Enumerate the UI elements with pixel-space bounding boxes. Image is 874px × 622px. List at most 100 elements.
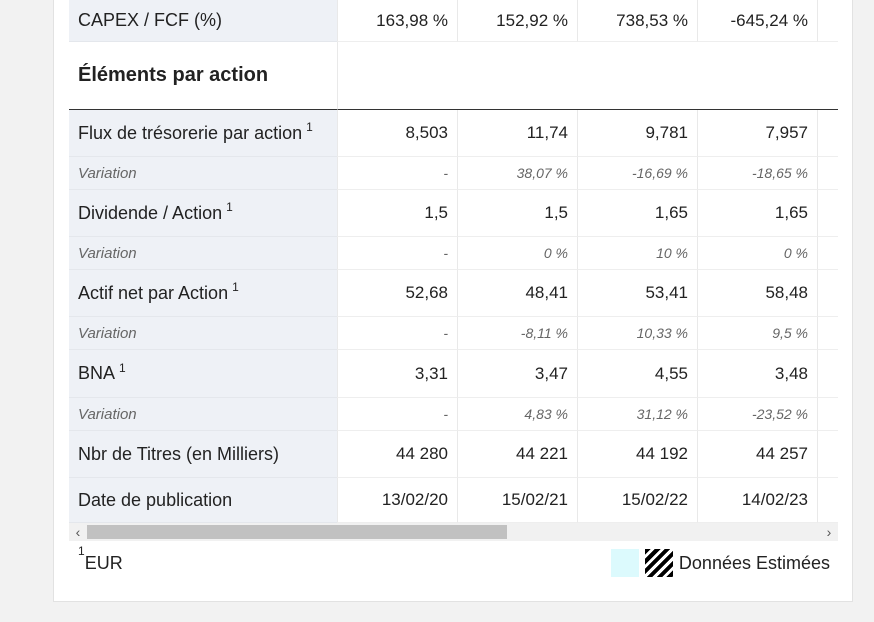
table-cell <box>817 317 838 350</box>
table-cell: 163,98 % <box>337 0 457 42</box>
table-cell: 38,07 % <box>457 157 577 190</box>
table-cell <box>817 270 838 317</box>
section-title: Éléments par action <box>69 42 337 110</box>
table-row: Flux de trésorerie par action 1 8,503 11,… <box>69 110 838 157</box>
table-cell: 0 % <box>697 237 817 270</box>
table-cell: -23,52 % <box>697 398 817 431</box>
table-cell: 15/02/21 <box>457 478 577 523</box>
estimated-data-legend: Données Estimées <box>610 549 830 577</box>
table-cell: 7,957 <box>697 110 817 157</box>
table-row: BNA 1 3,31 3,47 4,55 3,48 <box>69 350 838 398</box>
table-cell: 3,48 <box>697 350 817 398</box>
footnote-marker: 1 <box>226 200 233 214</box>
variation-row: Variation - 38,07 % -16,69 % -18,65 % <box>69 157 838 190</box>
table-cell: -645,24 % <box>697 0 817 42</box>
scrollbar-thumb[interactable] <box>87 525 507 539</box>
table-cell <box>817 190 838 237</box>
table-cell: -8,11 % <box>457 317 577 350</box>
hatched-pattern-swatch <box>644 549 673 577</box>
table-cell: -18,65 % <box>697 157 817 190</box>
section-spacer <box>337 42 838 110</box>
table-cell <box>817 431 838 478</box>
table-cell: -16,69 % <box>577 157 697 190</box>
table-cell <box>817 110 838 157</box>
footnote-marker: 1 <box>232 280 239 294</box>
footnote-marker: 1 <box>119 360 126 375</box>
financials-table: CAPEX / FCF (%) 163,98 % 152,92 % 738,53… <box>69 0 838 523</box>
row-label: Variation <box>69 157 337 190</box>
table-cell: 1,5 <box>457 190 577 237</box>
row-label-text: Actif net par Action <box>78 282 229 303</box>
table-row: Date de publication 13/02/20 15/02/21 15… <box>69 478 838 523</box>
table-cell: 11,74 <box>457 110 577 157</box>
table-cell: 15/02/22 <box>577 478 697 523</box>
variation-row: Variation - -8,11 % 10,33 % 9,5 % <box>69 317 838 350</box>
table-row: CAPEX / FCF (%) 163,98 % 152,92 % 738,53… <box>69 0 838 42</box>
table-cell: 14/02/23 <box>697 478 817 523</box>
row-label: Actif net par Action 1 <box>69 270 337 317</box>
table-cell <box>817 398 838 431</box>
row-label-text: Flux de trésorerie par action <box>78 122 303 143</box>
table-cell: 4,55 <box>577 350 697 398</box>
table-cell: 9,781 <box>577 110 697 157</box>
table-cell: 9,5 % <box>697 317 817 350</box>
table-cell: 31,12 % <box>577 398 697 431</box>
table-cell: 738,53 % <box>577 0 697 42</box>
table-cell <box>817 0 838 42</box>
table-cell: 58,48 <box>697 270 817 317</box>
table-cell: 1,5 <box>337 190 457 237</box>
legend-label: Données Estimées <box>678 552 830 573</box>
row-label: Variation <box>69 237 337 270</box>
variation-row: Variation - 0 % 10 % 0 % <box>69 237 838 270</box>
table-cell: 152,92 % <box>457 0 577 42</box>
table-cell: 0 % <box>457 237 577 270</box>
horizontal-scrollbar[interactable]: ‹ › <box>69 523 838 541</box>
row-label: Nbr de Titres (en Milliers) <box>69 431 337 478</box>
table-cell: 44 192 <box>577 431 697 478</box>
footnote-text: EUR <box>84 553 123 573</box>
table-cell: 52,68 <box>337 270 457 317</box>
row-label: Date de publication <box>69 478 337 523</box>
table-cell <box>817 237 838 270</box>
row-label-text: Dividende / Action <box>78 202 223 223</box>
row-label: CAPEX / FCF (%) <box>69 0 337 42</box>
table-row: Actif net par Action 1 52,68 48,41 53,41 … <box>69 270 838 317</box>
table-cell: - <box>337 398 457 431</box>
table-cell: 13/02/20 <box>337 478 457 523</box>
table-cell: 8,503 <box>337 110 457 157</box>
table-cell: 10 % <box>577 237 697 270</box>
estimated-color-swatch <box>610 549 639 577</box>
table-cell: 44 221 <box>457 431 577 478</box>
table-cell: 10,33 % <box>577 317 697 350</box>
table-row: Nbr de Titres (en Milliers) 44 280 44 22… <box>69 431 838 478</box>
table-cell: 48,41 <box>457 270 577 317</box>
footnote-marker: 1 <box>78 544 85 558</box>
table-cell: 3,47 <box>457 350 577 398</box>
variation-row: Variation - 4,83 % 31,12 % -23,52 % <box>69 398 838 431</box>
table-cell: - <box>337 237 457 270</box>
row-label-text: BNA <box>78 363 116 383</box>
chevron-left-icon[interactable]: ‹ <box>75 524 81 540</box>
table-cell <box>817 478 838 523</box>
row-label: Variation <box>69 398 337 431</box>
row-label: Dividende / Action 1 <box>69 190 337 237</box>
table-cell: 1,65 <box>697 190 817 237</box>
table-cell: 53,41 <box>577 270 697 317</box>
chevron-right-icon[interactable]: › <box>826 524 832 540</box>
table-cell <box>817 350 838 398</box>
row-label: BNA 1 <box>69 350 337 398</box>
table-cell: 3,31 <box>337 350 457 398</box>
footnote-marker: 1 <box>306 120 313 134</box>
table-row: Dividende / Action 1 1,5 1,5 1,65 1,65 <box>69 190 838 237</box>
row-label: Flux de trésorerie par action 1 <box>69 110 337 157</box>
table-cell: - <box>337 157 457 190</box>
financials-card: CAPEX / FCF (%) 163,98 % 152,92 % 738,53… <box>53 0 853 602</box>
table-cell: 44 257 <box>697 431 817 478</box>
table-cell: 44 280 <box>337 431 457 478</box>
table-cell: 4,83 % <box>457 398 577 431</box>
section-header-row: Éléments par action <box>69 42 838 110</box>
currency-footnote: 1EUR <box>78 544 123 574</box>
table-cell: 1,65 <box>577 190 697 237</box>
row-label: Variation <box>69 317 337 350</box>
table-cell <box>817 157 838 190</box>
